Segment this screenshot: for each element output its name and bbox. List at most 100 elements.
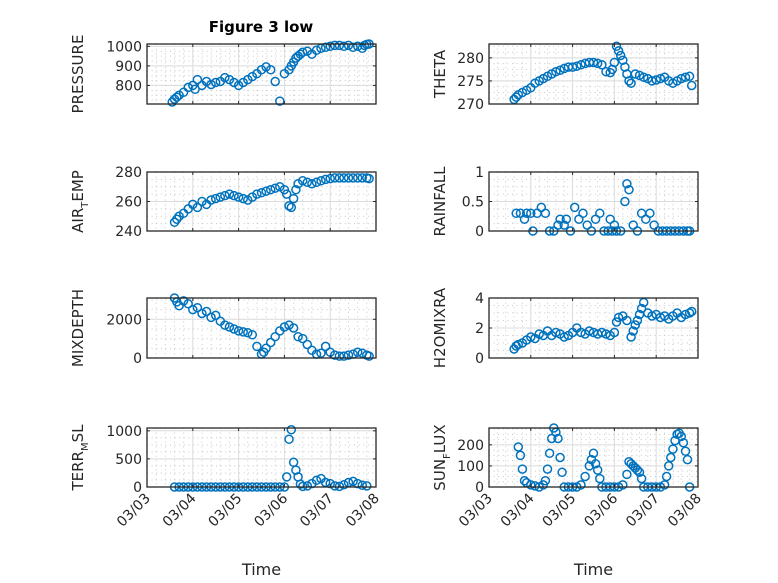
x-tick-label: 03/05 [206,491,246,531]
data-point [297,333,308,344]
y-axis-label: MIXDEPTH [69,289,87,367]
data-point [630,69,641,79]
data-point [626,332,636,342]
x-tick-label: 03/03 [114,491,154,531]
data-point [307,179,317,189]
x-tick-label: 03/03 [456,491,496,531]
data-point [659,480,670,490]
data-point [666,452,676,463]
data-point [676,73,687,84]
y-tick-label: 500 [115,452,142,468]
x-axis-label: Time [241,560,281,579]
data-point [320,42,331,53]
y-tick-label: 800 [115,78,142,94]
axes-air_temp: 240 260 280 AIRTEMP [69,165,377,240]
data-point [286,424,297,435]
data-point [357,173,368,183]
data-point [588,448,599,459]
data-point [634,467,645,478]
data-point [334,40,345,51]
data-point [220,320,230,330]
data-point [526,332,536,342]
data-point [348,476,358,487]
data-point [678,438,689,448]
data-point [630,320,641,330]
data-point [590,459,601,469]
axes-frame [488,43,699,105]
data-point [597,60,607,70]
data-point [348,173,358,183]
data-point [670,435,680,446]
y-axis-label: THETA [431,49,449,99]
axes-sun_flux: 0 100 200 03/03 03/04 03/05 03/06 03/07 03/08 Tim… [431,423,705,579]
data-point [293,331,303,342]
x-tick-label: 03/07 [623,491,663,531]
data-point [618,480,628,490]
data-point [553,433,563,444]
axes-rainfall: 0 0.5 1 RAINFALL [431,165,699,240]
data-point [311,45,322,56]
y-tick-label: 260 [115,195,142,211]
data-point [569,202,580,213]
data-point [611,317,622,327]
data-point [192,302,203,313]
series-pressure [167,39,374,107]
data-point [576,60,586,70]
data-point [288,323,299,333]
data-point [551,327,561,338]
data-point [270,76,280,87]
data-point [352,173,363,183]
axes-h2omixra: 0 2 4 H2OMIXRA [431,287,699,368]
y-tick-label: 240 [115,224,142,240]
data-point [316,176,326,186]
y-axis-label: SUNFLUX [431,424,453,490]
data-point [624,184,634,195]
data-point [540,475,551,486]
data-point [302,339,313,350]
data-point [311,475,322,486]
data-point [265,184,276,195]
data-point [343,40,354,51]
data-point [320,341,331,352]
data-point [302,481,313,491]
data-point [567,62,578,72]
x-tick-label: 03/04 [160,490,200,530]
data-point [279,322,290,332]
data-point [275,96,285,106]
data-point [609,57,620,68]
data-point [661,471,672,482]
axes-frame [488,427,699,488]
data-point [684,308,695,318]
data-point [190,84,200,95]
data-point [597,327,607,338]
y-tick-label: 0 [133,351,142,367]
data-point [229,324,239,334]
y-tick-label: 275 [457,74,484,90]
data-point [613,312,624,323]
data-point [540,208,551,219]
data-point [172,214,182,224]
y-tick-label: 0.5 [462,195,484,211]
data-point [206,312,216,323]
data-point [628,326,638,336]
data-point [220,190,230,201]
data-point [521,208,532,219]
data-point [233,192,244,202]
data-point [551,66,561,77]
data-point [325,41,335,52]
data-point [265,337,276,348]
data-point [526,208,536,219]
axes-pressure: 800 900 1000 PRESSURE [69,35,377,113]
x-tick-label: 03/04 [498,490,538,530]
data-point [595,473,605,484]
data-point [613,46,624,56]
data-point [364,173,374,184]
data-point [655,73,666,84]
data-point [256,187,267,198]
data-point [357,480,368,491]
data-point [686,80,697,91]
data-point [339,41,349,52]
data-point [513,442,524,452]
y-tick-label: 280 [115,165,142,181]
